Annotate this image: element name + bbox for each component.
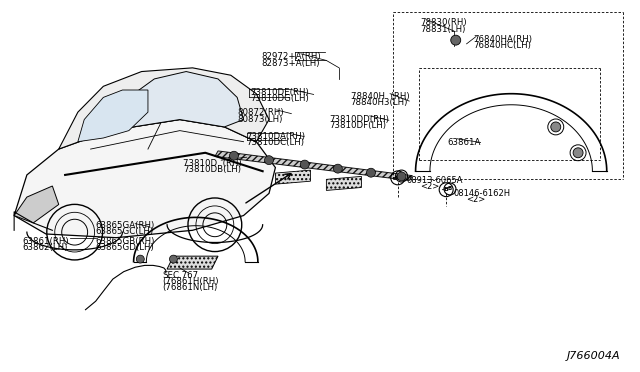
Polygon shape: [215, 151, 412, 180]
Polygon shape: [14, 186, 59, 223]
Text: 73810DG(LH): 73810DG(LH): [250, 94, 308, 103]
Text: (76861H(RH): (76861H(RH): [162, 277, 218, 286]
Text: <2>: <2>: [420, 182, 439, 191]
Circle shape: [170, 255, 177, 263]
Text: B: B: [448, 186, 452, 192]
Text: 78840H3(LH): 78840H3(LH): [351, 98, 408, 107]
Text: 08913-6065A: 08913-6065A: [406, 176, 463, 185]
Text: 76840HA(RH): 76840HA(RH): [473, 35, 532, 44]
Text: 08146-6162H: 08146-6162H: [454, 189, 511, 198]
Polygon shape: [167, 256, 218, 269]
Circle shape: [230, 151, 239, 160]
Text: 63861(RH): 63861(RH): [22, 237, 69, 246]
Text: 80873(LH): 80873(LH): [237, 115, 282, 124]
Text: N: N: [399, 173, 404, 179]
Polygon shape: [326, 176, 362, 190]
Text: 80872(RH): 80872(RH): [237, 109, 284, 118]
Text: 63865GB(RH): 63865GB(RH): [96, 237, 155, 246]
Polygon shape: [275, 170, 310, 184]
Circle shape: [333, 164, 342, 173]
Circle shape: [300, 160, 309, 169]
Circle shape: [573, 148, 583, 158]
Text: 73810DE(RH): 73810DE(RH): [250, 88, 308, 97]
Text: 63865GC(LH): 63865GC(LH): [96, 227, 154, 236]
Text: N: N: [395, 175, 401, 180]
Circle shape: [264, 156, 273, 165]
Text: 78830(RH): 78830(RH): [420, 18, 467, 27]
Circle shape: [136, 255, 144, 263]
Polygon shape: [14, 119, 275, 238]
Text: 73810DA(RH): 73810DA(RH): [246, 132, 306, 141]
Text: 73810DF(LH): 73810DF(LH): [330, 121, 387, 130]
Text: 78840H  (RH): 78840H (RH): [351, 92, 409, 101]
Circle shape: [551, 122, 561, 132]
Polygon shape: [59, 68, 269, 149]
Text: 78831(LH): 78831(LH): [420, 25, 466, 33]
Polygon shape: [109, 71, 244, 131]
Text: B: B: [444, 187, 449, 192]
Text: (76861N(LH): (76861N(LH): [162, 283, 217, 292]
Text: 63861A: 63861A: [447, 138, 481, 147]
Text: 63862(LH): 63862(LH): [22, 243, 68, 252]
Text: 73810D  (RH): 73810D (RH): [183, 159, 242, 168]
Circle shape: [397, 172, 406, 181]
Text: J766004A: J766004A: [567, 352, 621, 362]
Circle shape: [451, 35, 461, 45]
Text: 63865GD(LH): 63865GD(LH): [96, 243, 154, 252]
Text: 82873+A(LH): 82873+A(LH): [261, 59, 320, 68]
Text: <2>: <2>: [467, 195, 486, 204]
Text: 73810DB(LH): 73810DB(LH): [183, 165, 241, 174]
Text: 73810DD(RH): 73810DD(RH): [330, 115, 389, 124]
Text: 76840HC(LH): 76840HC(LH): [473, 41, 531, 50]
Text: 82972+A(RH): 82972+A(RH): [261, 52, 321, 61]
Text: 73810DC(LH): 73810DC(LH): [246, 138, 305, 147]
Text: SEC.767: SEC.767: [162, 271, 198, 280]
Text: 63865GA(RH): 63865GA(RH): [96, 221, 155, 230]
Polygon shape: [78, 90, 148, 142]
Circle shape: [367, 168, 376, 177]
